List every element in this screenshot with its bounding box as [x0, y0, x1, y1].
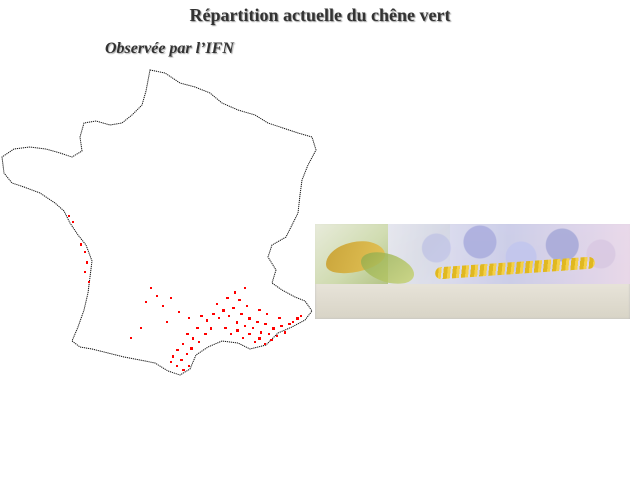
banner-flowers-image — [388, 224, 630, 284]
observation-dots — [68, 215, 302, 371]
map-subtitle: Observée par l’IFN — [105, 40, 234, 57]
france-map — [1, 69, 317, 376]
france-outline — [1, 69, 317, 376]
page-title: Répartition actuelle du chêne vert — [189, 5, 451, 25]
decorative-banner — [315, 224, 630, 319]
